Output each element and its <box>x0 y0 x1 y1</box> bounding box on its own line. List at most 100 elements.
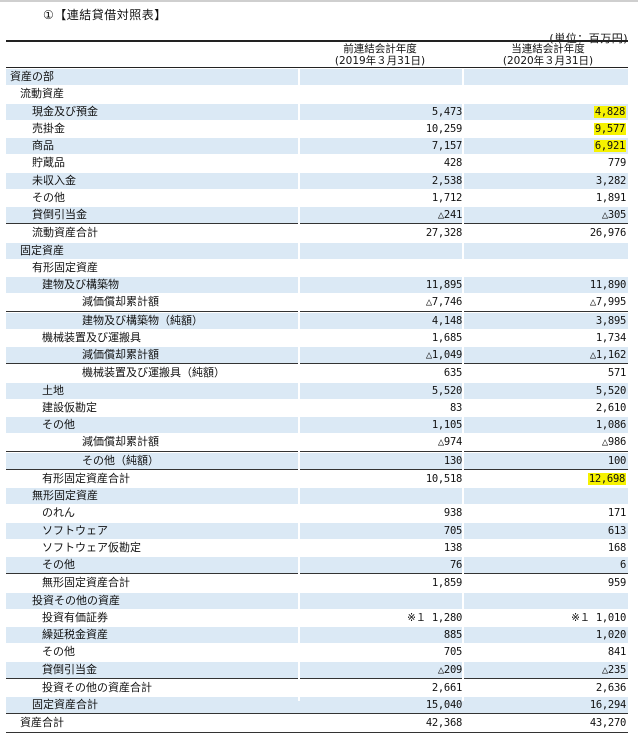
highlighted-value: 6,921 <box>593 140 626 152</box>
prev-year-value: 10,259 <box>425 122 462 135</box>
table-row: 機械装置及び運搬具（純額） 635 571 <box>6 364 628 381</box>
row-label: その他 <box>42 558 75 571</box>
row-label: その他 <box>42 645 75 659</box>
table-row: 機械装置及び運搬具 1,685 1,734 <box>6 328 628 346</box>
curr-year-value: 16,294 <box>589 699 626 711</box>
curr-year-value: 5,520 <box>595 384 626 397</box>
prev-year-value: 5,473 <box>431 105 462 118</box>
table-row: 未収入金 2,538 3,282 <box>6 171 628 189</box>
row-label: 無形固定資産合計 <box>42 576 130 590</box>
prev-year-value: 10,518 <box>425 472 462 485</box>
curr-year-header-title: 当連結会計年度 <box>511 43 585 55</box>
table-row: 貸倒引当金 △209 △235 <box>6 660 628 679</box>
table-row: 無形固定資産 <box>6 487 628 505</box>
row-label: 貸倒引当金 <box>32 208 87 221</box>
curr-year-value: 6 <box>619 559 626 571</box>
table-row: その他 1,712 1,891 <box>6 188 628 206</box>
prev-year-value: 138 <box>443 541 462 554</box>
curr-year-value: 571 <box>607 367 626 380</box>
table-row: 建物及び構築物（純額） 4,148 3,895 <box>6 311 628 329</box>
prev-year-value: 15,040 <box>425 699 462 711</box>
highlighted-value: 12,698 <box>587 472 626 485</box>
table-row: 減価償却累計額 △1,049 △1,162 <box>6 346 628 365</box>
row-label: その他 <box>42 418 75 431</box>
table-row: 売掛金 10,259 9,577 <box>6 119 628 137</box>
prev-year-value: 1,685 <box>431 331 462 344</box>
table-row: その他 76 6 <box>6 556 628 575</box>
table-row: 貸倒引当金 △241 △305 <box>6 206 628 225</box>
curr-year-value: △7,995 <box>589 296 626 309</box>
prev-year-value: 4,148 <box>431 314 462 327</box>
row-label: 建物及び構築物 <box>42 278 119 291</box>
table-row: 資産の部 <box>6 68 628 86</box>
row-label: 未収入金 <box>32 173 76 187</box>
highlighted-value: 9,577 <box>593 122 626 135</box>
prev-year-value: △241 <box>437 209 462 221</box>
prev-year-value: 83 <box>449 401 462 414</box>
row-label: 貯蔵品 <box>32 156 65 170</box>
prev-year-value: 130 <box>443 454 462 467</box>
table-row: ソフトウェア 705 613 <box>6 521 628 539</box>
row-label: 流動資産合計 <box>32 226 98 240</box>
row-label: 減価償却累計額 <box>82 295 159 309</box>
row-label: 無形固定資産 <box>32 489 98 502</box>
curr-year-value: 3,895 <box>595 314 626 327</box>
curr-year-value: △235 <box>601 663 626 676</box>
row-label: その他 <box>32 190 65 204</box>
row-label: 建設仮勘定 <box>42 400 97 414</box>
curr-year-header: 当連結会計年度 (2020年３月31日) <box>468 43 628 67</box>
table-row: 土地 5,520 5,520 <box>6 381 628 399</box>
curr-year-value: 2,610 <box>595 401 626 414</box>
prev-year-value: ※１ 1,280 <box>407 611 462 624</box>
row-label: 現金及び預金 <box>32 104 98 118</box>
curr-year-value: 26,976 <box>589 227 626 240</box>
curr-year-value: 4,828 <box>476 104 626 120</box>
row-label: 有形固定資産 <box>32 260 98 274</box>
prev-year-value: 1,105 <box>431 419 462 431</box>
row-label: 機械装置及び運搬具 <box>42 330 141 344</box>
table-row: 有形固定資産合計 10,518 12,698 <box>6 469 628 487</box>
table-row: 固定資産 <box>6 241 628 259</box>
row-label: 機械装置及び運搬具（純額） <box>82 366 225 380</box>
curr-year-value: 1,086 <box>595 419 626 431</box>
prev-year-value: △974 <box>437 436 462 449</box>
curr-year-value: 2,636 <box>595 681 626 694</box>
table-row: 繰延税金資産 885 1,020 <box>6 626 628 644</box>
table-row: 減価償却累計額 △974 △986 <box>6 433 628 452</box>
table-row: 投資その他の資産合計 2,661 2,636 <box>6 678 628 696</box>
table-row: 投資その他の資産 <box>6 591 628 609</box>
row-label: 減価償却累計額 <box>82 348 159 361</box>
row-label: 投資有価証券 <box>42 610 108 624</box>
curr-year-value: 779 <box>607 157 626 170</box>
row-label: 有形固定資産合計 <box>42 471 130 485</box>
table-row: その他（純額） 130 100 <box>6 451 628 470</box>
curr-year-value: 6,921 <box>476 138 626 154</box>
prev-year-value: 27,328 <box>425 227 462 240</box>
row-label: ソフトウェア仮勘定 <box>42 540 141 554</box>
prev-year-value: △1,049 <box>425 349 462 361</box>
prev-year-value: 2,661 <box>431 681 462 694</box>
curr-year-value: 168 <box>607 541 626 554</box>
prev-year-value: 635 <box>443 367 462 380</box>
row-label: 商品 <box>32 139 54 152</box>
table-row: 資産合計 42,368 43,270 <box>6 714 628 733</box>
row-label: ソフトウェア <box>42 523 108 537</box>
curr-year-value: △305 <box>601 209 626 221</box>
prev-year-value: △7,746 <box>425 296 462 309</box>
table-row: 流動資産合計 27,328 26,976 <box>6 224 628 241</box>
top-border <box>0 0 638 2</box>
table-row: その他 1,105 1,086 <box>6 416 628 434</box>
balance-sheet-table: 資産の部 流動資産 現金及び預金 5,473 4,828 売掛金 10,259 9,577 商品… <box>6 68 628 733</box>
prev-year-value: 1,712 <box>431 191 462 204</box>
prev-year-header-date: (2019年３月31日) <box>334 55 426 67</box>
table-row: その他 705 841 <box>6 643 628 660</box>
prev-year-value: 11,895 <box>425 279 462 291</box>
prev-year-value: 42,368 <box>425 717 462 730</box>
curr-year-value: 43,270 <box>589 717 626 730</box>
curr-year-header-date: (2020年３月31日) <box>502 55 594 67</box>
prev-year-value: 705 <box>443 524 462 537</box>
row-label: 土地 <box>42 383 64 397</box>
curr-year-value: 100 <box>607 454 626 467</box>
prev-year-value: 76 <box>449 559 462 571</box>
column-separator-1 <box>298 68 300 701</box>
